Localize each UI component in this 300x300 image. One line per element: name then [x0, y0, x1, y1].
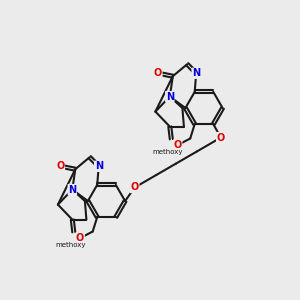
Text: O: O	[173, 140, 182, 150]
Text: O: O	[217, 133, 225, 142]
Text: N: N	[68, 184, 76, 195]
Text: methoxy: methoxy	[153, 149, 183, 155]
Text: N: N	[192, 68, 200, 78]
Text: N: N	[94, 161, 103, 171]
Text: methoxy: methoxy	[55, 242, 86, 248]
Text: O: O	[76, 233, 84, 243]
Text: O: O	[130, 182, 139, 193]
Text: O: O	[56, 161, 64, 171]
Text: O: O	[154, 68, 162, 78]
Text: N: N	[166, 92, 174, 102]
